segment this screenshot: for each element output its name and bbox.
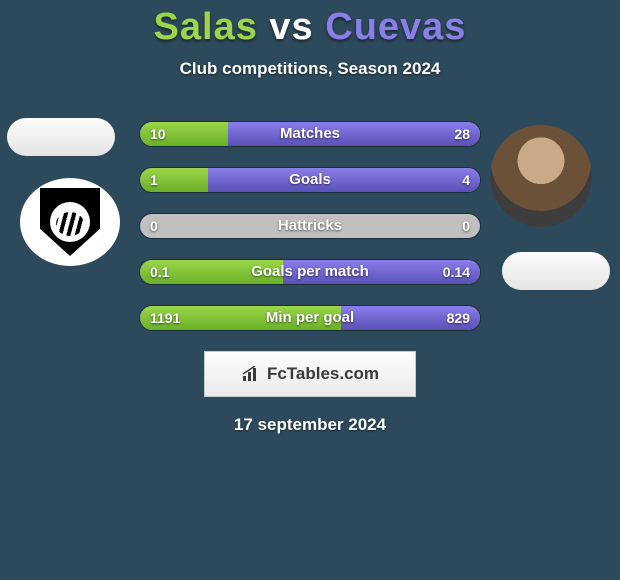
stat-row: 00Hattricks — [139, 213, 481, 239]
stat-label: Goals per match — [140, 260, 480, 284]
stat-row: 0.10.14Goals per match — [139, 259, 481, 285]
vs-label: vs — [269, 6, 313, 48]
stat-row: 14Goals — [139, 167, 481, 193]
brand-label: FcTables.com — [267, 364, 379, 384]
player2-avatar — [490, 125, 592, 227]
brand-box[interactable]: FcTables.com — [204, 351, 416, 397]
stat-label: Min per goal — [140, 306, 480, 330]
stat-label: Matches — [140, 122, 480, 146]
comparison-title: Salas vs Cuevas — [0, 0, 620, 49]
date-label: 17 september 2024 — [0, 415, 620, 435]
club-shield-label: C.A. ALL BOYS — [20, 176, 120, 182]
stat-row: 1028Matches — [139, 121, 481, 147]
stat-row: 1191829Min per goal — [139, 305, 481, 331]
stat-label: Hattricks — [140, 214, 480, 238]
stat-label: Goals — [140, 168, 480, 192]
club-shield-icon: C.A. ALL BOYS — [40, 188, 100, 256]
player2-club-badge-pill — [502, 252, 610, 290]
player1-club-badge: C.A. ALL BOYS — [20, 178, 120, 266]
stats-container: 1028Matches 14Goals 00Hattricks 0.10.14Goal… — [139, 121, 481, 331]
player1-badge-pill — [7, 118, 115, 156]
brand-chart-icon — [241, 366, 261, 382]
subtitle: Club competitions, Season 2024 — [0, 59, 620, 79]
player1-name: Salas — [154, 6, 258, 48]
player2-name: Cuevas — [325, 6, 466, 48]
